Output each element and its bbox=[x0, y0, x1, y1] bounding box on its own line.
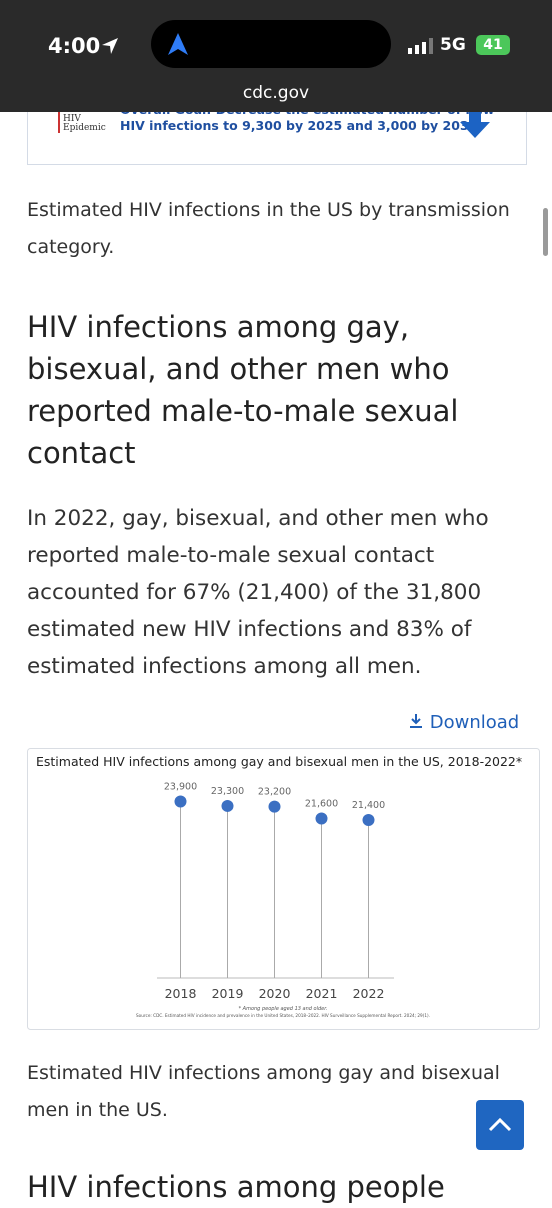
value-label: 23,300 bbox=[211, 786, 244, 797]
scroll-top-button[interactable] bbox=[476, 1100, 524, 1150]
logo-text: HIV bbox=[63, 114, 81, 124]
download-link[interactable]: Download bbox=[408, 712, 519, 733]
status-bar: 4:00 5G 41 cdc.gov bbox=[0, 0, 552, 112]
time: 4:00 bbox=[48, 34, 101, 58]
dot bbox=[362, 813, 375, 826]
chart: Estimated HIV infections among gay and b… bbox=[27, 748, 540, 1030]
source: Source: CDC. Estimated HIV incidence and… bbox=[136, 1013, 430, 1018]
location-icon bbox=[102, 38, 118, 54]
logo-text: Epidemic bbox=[63, 123, 106, 133]
battery: 41 bbox=[476, 35, 510, 55]
dynamic-island bbox=[151, 20, 391, 68]
paragraph: In 2022, gay, bisexual, and other men wh… bbox=[27, 506, 489, 679]
banner-line: HIV infections to 9,300 by 2025 and 3,00… bbox=[120, 118, 483, 133]
download-icon bbox=[410, 714, 422, 728]
dot bbox=[174, 795, 187, 808]
caption: Estimated HIV infections in the US by tr… bbox=[27, 199, 510, 258]
x-tick-label: 2022 bbox=[353, 986, 385, 1001]
x-tick-label: 2021 bbox=[306, 986, 338, 1001]
scrollbar bbox=[543, 208, 548, 256]
dot bbox=[315, 812, 328, 825]
footnote: * Among people aged 13 and older. bbox=[239, 1006, 328, 1012]
dot bbox=[221, 799, 234, 812]
x-tick-label: 2020 bbox=[259, 986, 291, 1001]
arrow-icon bbox=[460, 110, 490, 138]
value-label: 21,600 bbox=[305, 798, 338, 809]
chevron-icon bbox=[488, 1117, 512, 1132]
value-label: 23,200 bbox=[258, 787, 291, 798]
x-tick-label: 2019 bbox=[212, 986, 244, 1001]
caption: Estimated HIV infections among gay and b… bbox=[27, 1062, 500, 1121]
network: 5G bbox=[440, 35, 466, 55]
value-label: 23,900 bbox=[164, 782, 197, 793]
chart-frame bbox=[27, 748, 540, 1030]
x-tick-label: 2018 bbox=[165, 986, 197, 1001]
heading: HIV infections among gay, bisexual, and … bbox=[27, 310, 459, 470]
dot bbox=[268, 800, 281, 813]
value-label: 21,400 bbox=[352, 800, 385, 811]
chart-title: Estimated HIV infections among gay and b… bbox=[36, 754, 522, 769]
url[interactable]: cdc.gov bbox=[242, 83, 310, 103]
nav-icon bbox=[168, 33, 188, 55]
download-text[interactable]: Download bbox=[429, 712, 520, 733]
heading: HIV infections among people bbox=[27, 1170, 445, 1204]
signal-icon bbox=[408, 38, 433, 54]
